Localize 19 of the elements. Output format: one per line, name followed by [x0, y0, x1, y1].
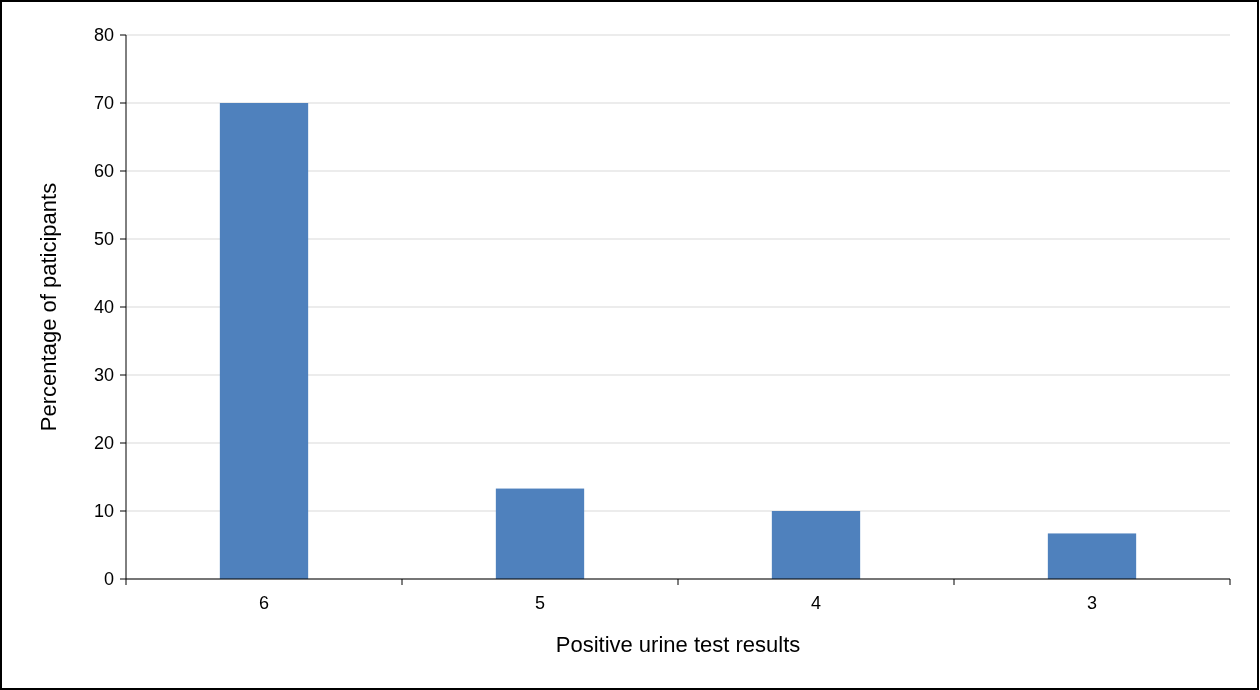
y-tick-label: 50	[93, 229, 114, 250]
y-tick-label: 80	[93, 25, 114, 46]
bar	[771, 511, 861, 579]
bar	[219, 103, 309, 579]
bar	[495, 488, 585, 579]
y-tick-label: 70	[93, 93, 114, 114]
y-tick-label: 60	[93, 161, 114, 182]
y-axis-title: Percentage of paticipants	[36, 182, 61, 432]
y-tick-label: 0	[103, 569, 114, 590]
y-tick-label: 40	[93, 297, 114, 318]
y-tick-label: 10	[93, 501, 114, 522]
x-tick-label: 4	[810, 593, 822, 613]
x-tick-label: 5	[534, 593, 546, 613]
x-tick-label: 3	[1086, 593, 1098, 613]
y-tick-label: 20	[93, 433, 114, 454]
y-tick-label: 30	[93, 365, 114, 386]
bar	[1047, 533, 1137, 579]
x-tick-label: 6	[258, 593, 270, 613]
x-axis-title: Positive urine test results	[555, 632, 801, 657]
